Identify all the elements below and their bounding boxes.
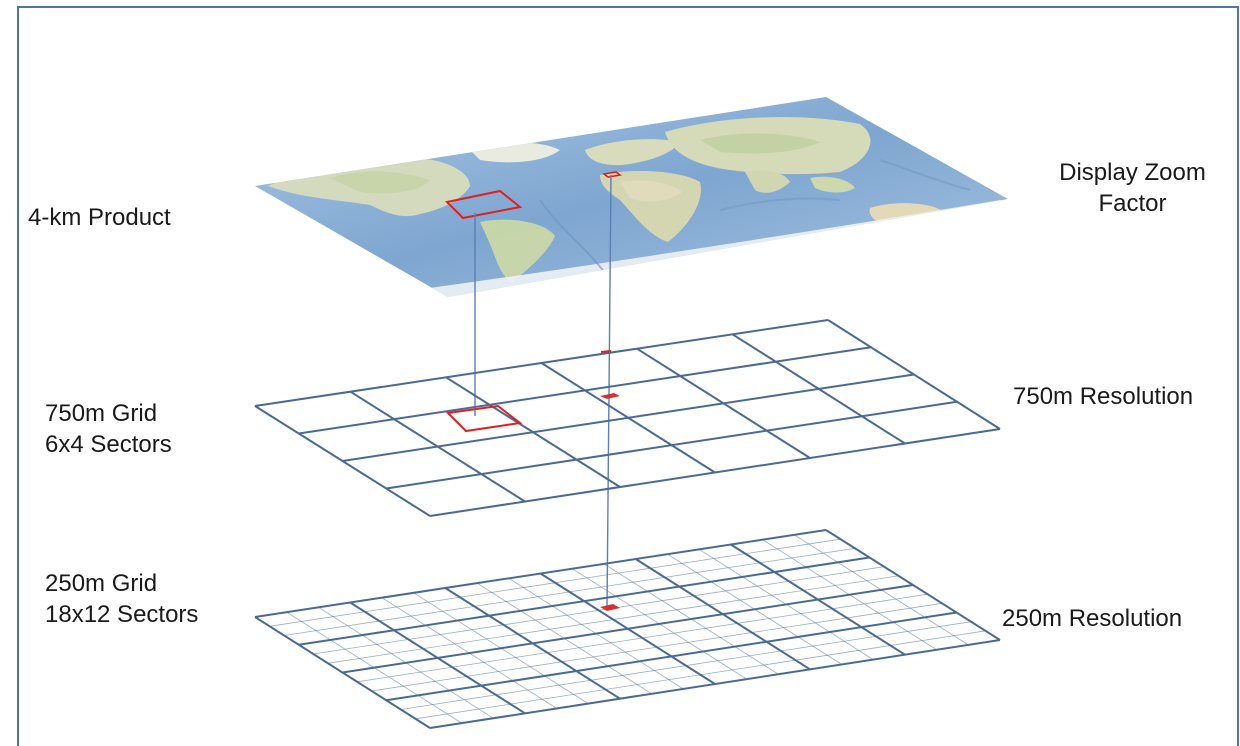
grid-250-major-line <box>298 556 870 646</box>
label-250m-grid: 250m Grid 18x12 Sectors <box>45 568 198 630</box>
grid-250m-layer <box>254 529 1001 729</box>
world-map-layer <box>255 97 1008 297</box>
label-750m-grid: 750m Grid 6x4 Sectors <box>45 398 172 460</box>
label-250m-resolution: 250m Resolution <box>1002 603 1182 634</box>
grid-750m-layer <box>254 319 1001 517</box>
label-750m-resolution-text: 750m Resolution <box>1013 383 1194 410</box>
label-4km-product-text: 4-km Product <box>28 204 171 231</box>
diagram-frame <box>17 6 1239 746</box>
grid-750-highlight <box>445 404 523 433</box>
grid-250-point-marker <box>600 604 620 611</box>
map-highlight-small <box>602 171 622 178</box>
label-250m-grid-line1: 250m Grid <box>45 570 158 597</box>
grid-750-top-marker <box>600 350 612 353</box>
grid-750-major-line <box>386 400 958 490</box>
label-250m-grid-line2: 18x12 Sectors <box>45 601 199 628</box>
grid-250-major-line <box>254 529 827 618</box>
label-750m-grid-line2: 6x4 Sectors <box>45 431 172 458</box>
label-250m-resolution-text: 250m Resolution <box>1002 605 1183 632</box>
label-750m-resolution: 750m Resolution <box>1013 381 1193 412</box>
map-highlight-large <box>444 189 523 220</box>
grid-250-major-line <box>429 639 1001 729</box>
grid-750-major-line <box>429 428 1001 517</box>
label-display-zoom: Display Zoom Factor <box>1045 157 1220 219</box>
label-4km-product: 4-km Product <box>28 202 171 233</box>
grid-250-major-line <box>342 584 914 674</box>
label-750m-grid-line1: 750m Grid <box>45 400 158 427</box>
grid-750-point-marker <box>600 393 620 399</box>
connector-line-right <box>606 174 612 609</box>
grid-250-major-line <box>386 611 957 702</box>
label-display-zoom-line2: Factor <box>1098 190 1167 217</box>
grid-750-major-line <box>342 373 915 462</box>
grid-750-major-line <box>298 346 872 435</box>
grid-750-major-line <box>254 319 829 407</box>
label-display-zoom-line1: Display Zoom <box>1059 159 1206 186</box>
